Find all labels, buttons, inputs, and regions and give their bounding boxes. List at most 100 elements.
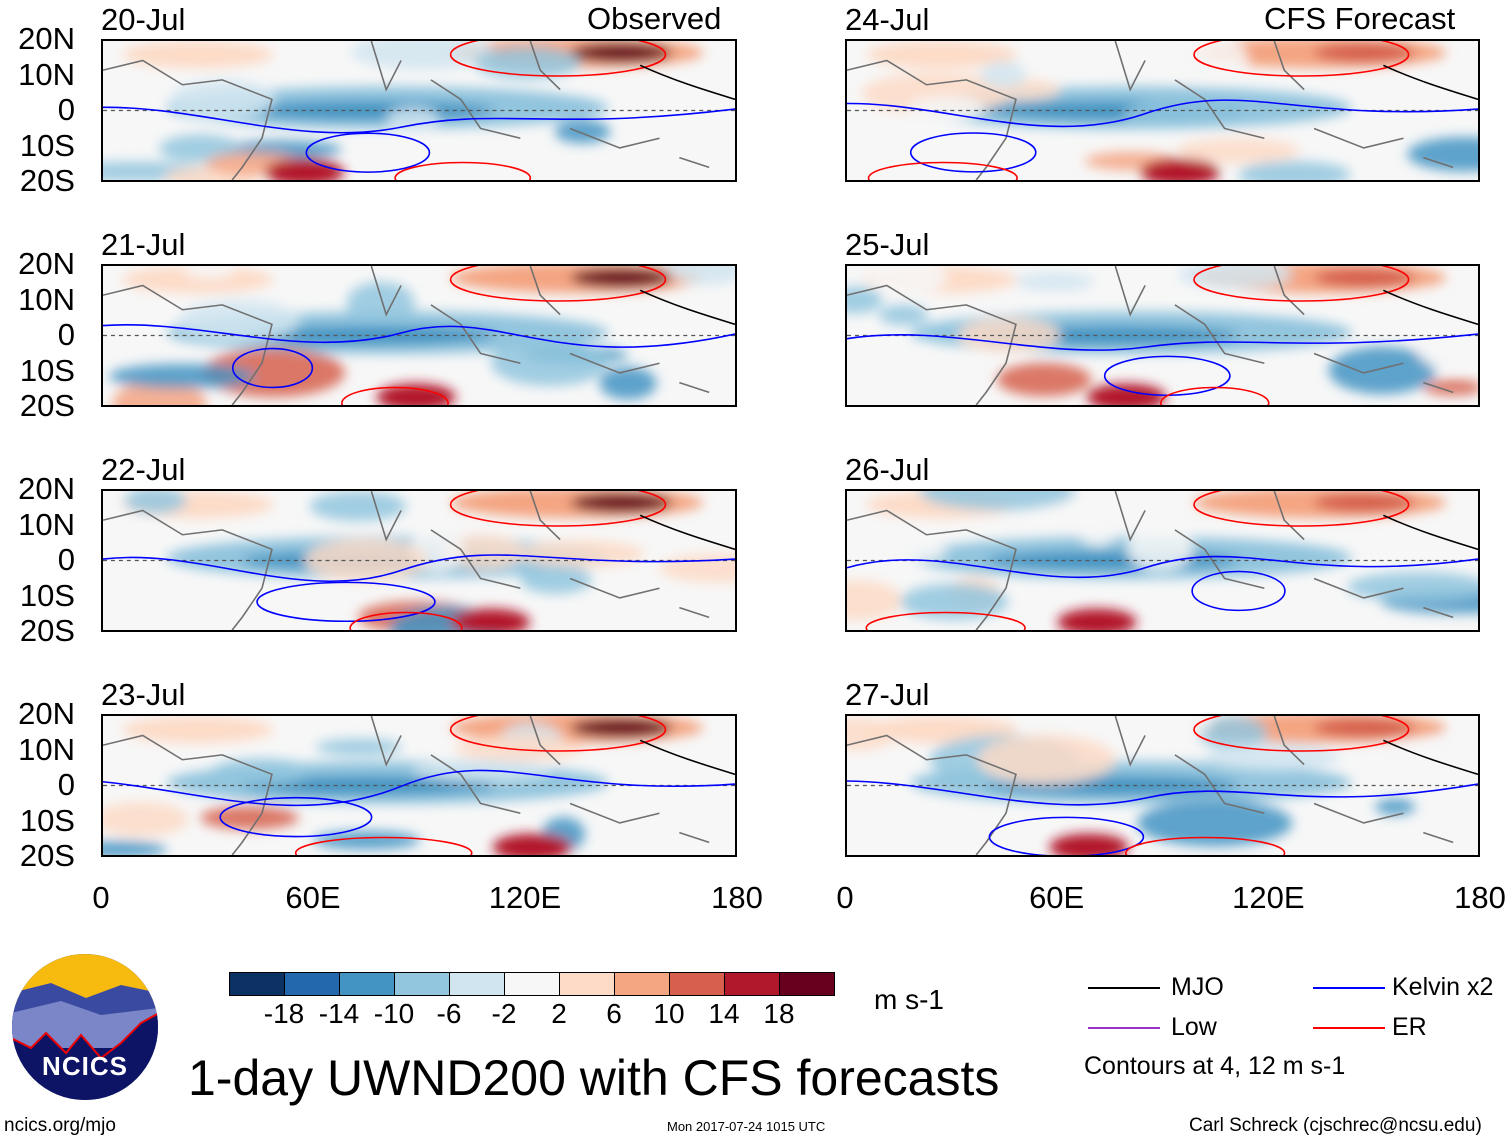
wind-anomaly (108, 363, 256, 389)
kelvin-contour (103, 769, 735, 807)
wind-anomaly (346, 281, 415, 324)
wind-anomaly (520, 565, 592, 594)
er-contour (1125, 836, 1286, 855)
lat-label: 20N (18, 696, 75, 731)
lat-label: 0 (57, 767, 75, 802)
wind-anomaly (1161, 41, 1248, 81)
kelvin-contour (305, 132, 431, 173)
wind-anomaly (450, 608, 531, 630)
wind-anomaly (570, 492, 672, 513)
wind-anomaly (309, 491, 407, 522)
coastline (847, 716, 1454, 855)
mjo-contour (639, 289, 735, 326)
colorbar-label: -18 (263, 998, 305, 1029)
wind-anomaly (1078, 514, 1118, 547)
lon-label: 120E (488, 880, 562, 915)
wind-anomaly (871, 266, 948, 294)
footer-timestamp: Mon 2017-07-24 1015 UTC (667, 1119, 826, 1134)
wind-anomaly (1313, 42, 1415, 63)
wind-anomaly (1177, 266, 1293, 290)
contour-note: Contours at 4, 12 m s-1 (1084, 1052, 1346, 1080)
wind-anomaly (1049, 833, 1129, 855)
colorbar-swatch (395, 973, 450, 995)
kelvin-contour (219, 796, 373, 838)
coastline (103, 491, 710, 630)
wind-anomaly (1313, 492, 1415, 513)
colorbar-label: 14 (708, 998, 740, 1029)
map-panel-left-1 (101, 264, 737, 407)
colorbar-swatch (725, 973, 780, 995)
colorbar-label: 6 (606, 998, 622, 1029)
legend-kelvin-label: Kelvin x2 (1392, 973, 1494, 1001)
mjo-contour (639, 739, 735, 776)
map-panel-right-3 (845, 714, 1480, 857)
colorbar-swatch (780, 973, 834, 995)
figure-title: 1-day UWND200 with CFS forecasts (188, 1050, 1000, 1106)
coastline (103, 266, 710, 405)
lat-label: 20N (18, 246, 75, 281)
wind-anomaly (900, 583, 1009, 620)
lon-label: 0 (836, 880, 854, 915)
observed-header: Observed (587, 1, 722, 36)
wind-anomaly (554, 120, 611, 144)
er-contour (341, 386, 449, 405)
kelvin-contour (847, 780, 1478, 806)
colorbar-units: m s-1 (874, 984, 944, 1015)
wind-anomaly (184, 266, 235, 280)
wind-anomaly (570, 267, 672, 288)
er-contour (1193, 41, 1410, 77)
er-contour (449, 716, 667, 752)
colorbar-label: -10 (373, 998, 415, 1029)
er-contour (1193, 266, 1410, 302)
wind-anomaly (907, 96, 985, 121)
mjo-contour (1383, 514, 1478, 551)
forecast-header: CFS Forecast (1264, 1, 1456, 36)
colorbar-label: 18 (763, 998, 795, 1029)
coastline (103, 41, 710, 180)
colorbar-label: -14 (318, 998, 360, 1029)
wind-anomaly (312, 831, 421, 850)
wind-anomaly (1057, 608, 1137, 630)
lon-label: 60E (1029, 880, 1085, 915)
wind-anomaly (1455, 716, 1478, 730)
lat-label: 0 (57, 92, 75, 127)
wind-anomaly (103, 840, 168, 855)
kelvin-contour (103, 554, 735, 582)
kelvin-contour (909, 132, 1037, 173)
footer-url[interactable]: ncics.org/mjo (4, 1115, 116, 1136)
legend-kelvin-line (1313, 987, 1385, 989)
wind-anomaly (200, 806, 299, 830)
footer-credit: Carl Schreck (cjschrec@ncsu.edu) (1189, 1115, 1482, 1136)
wind-anomaly (1105, 716, 1213, 741)
lon-label: 60E (285, 880, 341, 915)
map-panel-right-2 (845, 489, 1480, 632)
wind-anomaly (1123, 99, 1236, 129)
colorbar-label: -2 (491, 998, 517, 1029)
wind-anomaly (1313, 267, 1415, 288)
logo-text: NCICS (42, 1051, 128, 1081)
colorbar (229, 972, 835, 996)
lat-label: 10S (19, 802, 75, 838)
lat-label: 0 (57, 542, 75, 577)
wind-anomaly (121, 41, 274, 69)
wind-anomaly (1423, 379, 1478, 396)
colorbar-label: 10 (653, 998, 685, 1029)
coastline (103, 716, 710, 855)
legend-mjo-line (1088, 987, 1160, 989)
wind-anomaly (1140, 158, 1220, 180)
coastline (847, 491, 1454, 630)
er-contour (1193, 716, 1410, 752)
wind-anomaly (1328, 346, 1437, 395)
lat-label: 10N (18, 281, 75, 317)
lat-label: 20S (19, 388, 75, 423)
map-panel-left-3 (101, 714, 737, 857)
mjo-contour (1383, 64, 1478, 101)
panel-date-left-1: 21-Jul (101, 227, 186, 262)
wind-anomaly (865, 41, 1018, 69)
wind-anomaly (376, 383, 456, 405)
lat-label: 20S (19, 838, 75, 873)
panel-date-left-0: 20-Jul (101, 2, 186, 37)
panel-date-right-1: 25-Jul (845, 227, 930, 262)
lon-label: 180 (711, 880, 763, 915)
mjo-contour (1383, 739, 1478, 776)
